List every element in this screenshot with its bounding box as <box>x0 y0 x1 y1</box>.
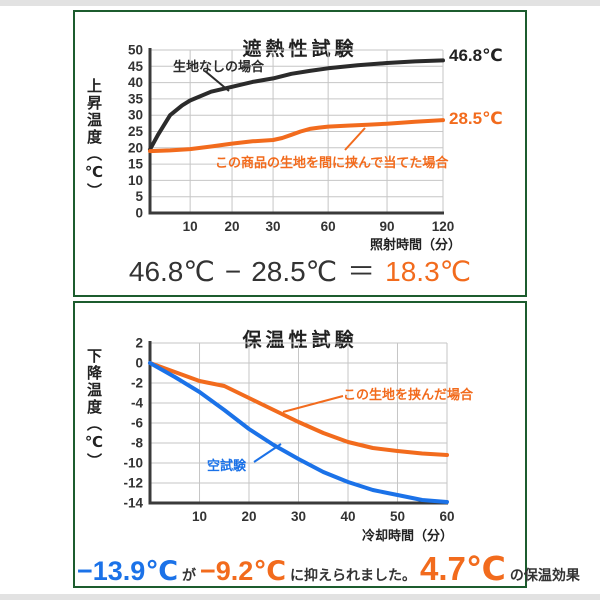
y-tick-label: -12 <box>123 476 143 491</box>
heat-retention-result-caption: −13.9℃ が −9.2℃ に抑えられました。 4.7℃ の保温効果 <box>75 549 580 588</box>
caption-middle-text: に抑えられました。 <box>290 567 417 583</box>
caption-suppressed-value: −9.2℃ <box>200 556 287 586</box>
series-line-1 <box>148 361 449 504</box>
x-tick-label: 120 <box>432 219 455 234</box>
y-tick-label: -10 <box>123 456 143 471</box>
heat-retention-chart-title: 保温性試験 <box>242 329 358 351</box>
y-tick-label: 35 <box>128 91 144 106</box>
heat-retention-chart: -14 -12 -10 -8 -6 -4 -2 0 2 10 20 30 40 50 60 <box>123 336 454 525</box>
x-tick-label: 20 <box>225 219 240 234</box>
y-tick-label: 0 <box>135 206 143 221</box>
page-top-edge <box>0 0 600 6</box>
end-value-with-fabric: 28.5℃ <box>449 109 503 128</box>
caption-blank-value: −13.9℃ <box>77 556 179 586</box>
y-tick-label: -4 <box>131 396 143 411</box>
caption-effect-value: 4.7℃ <box>420 550 506 587</box>
series-label-no-fabric: 生地なしの場合 <box>173 59 265 74</box>
x-tick-label: 60 <box>439 509 454 524</box>
x-tick-label: 30 <box>291 509 306 524</box>
y-tick-label: -14 <box>123 496 143 511</box>
x-tick-label: 90 <box>380 219 395 234</box>
annotation-pointer-line <box>282 395 344 413</box>
formula-minuend: 46.8℃ <box>128 256 215 287</box>
y-tick-label: 2 <box>135 336 143 351</box>
formula-equals-sign: ＝ <box>347 256 376 287</box>
caption-particle: が <box>182 567 197 583</box>
y-tick-label: 50 <box>128 43 143 58</box>
y-tick-label: -8 <box>131 436 143 451</box>
heat-retention-y-axis-label: 下降温度（℃） <box>85 348 102 470</box>
series-line-1 <box>148 118 445 154</box>
formula-minus-sign: − <box>224 256 242 287</box>
heat-shield-chart-title: 遮熱性試験 <box>242 38 358 60</box>
heat-shield-y-axis-label: 上昇温度（℃） <box>85 78 102 200</box>
end-value-no-fabric: 46.8℃ <box>449 46 503 65</box>
x-tick-label: 50 <box>390 509 405 524</box>
y-tick-label: -2 <box>131 376 143 391</box>
y-tick-label: 45 <box>128 59 144 74</box>
y-tick-label: -6 <box>131 416 143 431</box>
series-line-0 <box>148 361 449 457</box>
x-tick-label: 60 <box>321 219 336 234</box>
temperature-difference-formula: 46.8℃ −28.5℃ ＝ 18.3℃ <box>75 250 525 290</box>
x-tick-label: 10 <box>183 219 198 234</box>
y-tick-label: 15 <box>128 157 144 172</box>
y-tick-label: 40 <box>128 75 143 90</box>
page-bottom-edge <box>0 594 600 600</box>
series-line-0 <box>148 58 445 152</box>
heat-shield-x-axis-label: 照射時間（分） <box>369 237 461 252</box>
series-label-with-fabric: この商品の生地を間に挟んで当てた場合 <box>215 155 449 170</box>
x-tick-label: 10 <box>192 509 207 524</box>
heat-retention-x-axis-label: 冷却時間（分） <box>361 528 453 543</box>
y-tick-label: 25 <box>128 124 144 139</box>
x-tick-label: 40 <box>340 509 355 524</box>
series-label-blank-test: 空試験 <box>207 458 247 473</box>
formula-result: 18.3℃ <box>385 256 472 287</box>
y-tick-label: 5 <box>135 189 143 204</box>
y-tick-label: 20 <box>128 140 143 155</box>
caption-suffix-text: の保温効果 <box>509 567 580 583</box>
annotation-pointer-line <box>344 127 366 151</box>
formula-subtrahend: 28.5℃ <box>251 256 338 287</box>
heat-retention-test-panel: 保温性試験 下降温度（℃） -14 -12 -10 -8 -6 -4 -2 0 2 10 20 30 4… <box>73 301 580 588</box>
x-tick-label: 30 <box>266 219 281 234</box>
y-tick-label: 10 <box>128 173 143 188</box>
y-tick-label: 30 <box>128 108 143 123</box>
y-tick-label: 0 <box>135 356 143 371</box>
x-tick-label: 20 <box>241 509 256 524</box>
heat-shield-test-panel: 遮熱性試験 上昇温度（℃） 0 5 10 15 20 25 30 35 40 45 50 10 20 30… <box>73 10 527 297</box>
series-label-fabric-sandwiched: この生地を挟んだ場合 <box>343 387 474 402</box>
